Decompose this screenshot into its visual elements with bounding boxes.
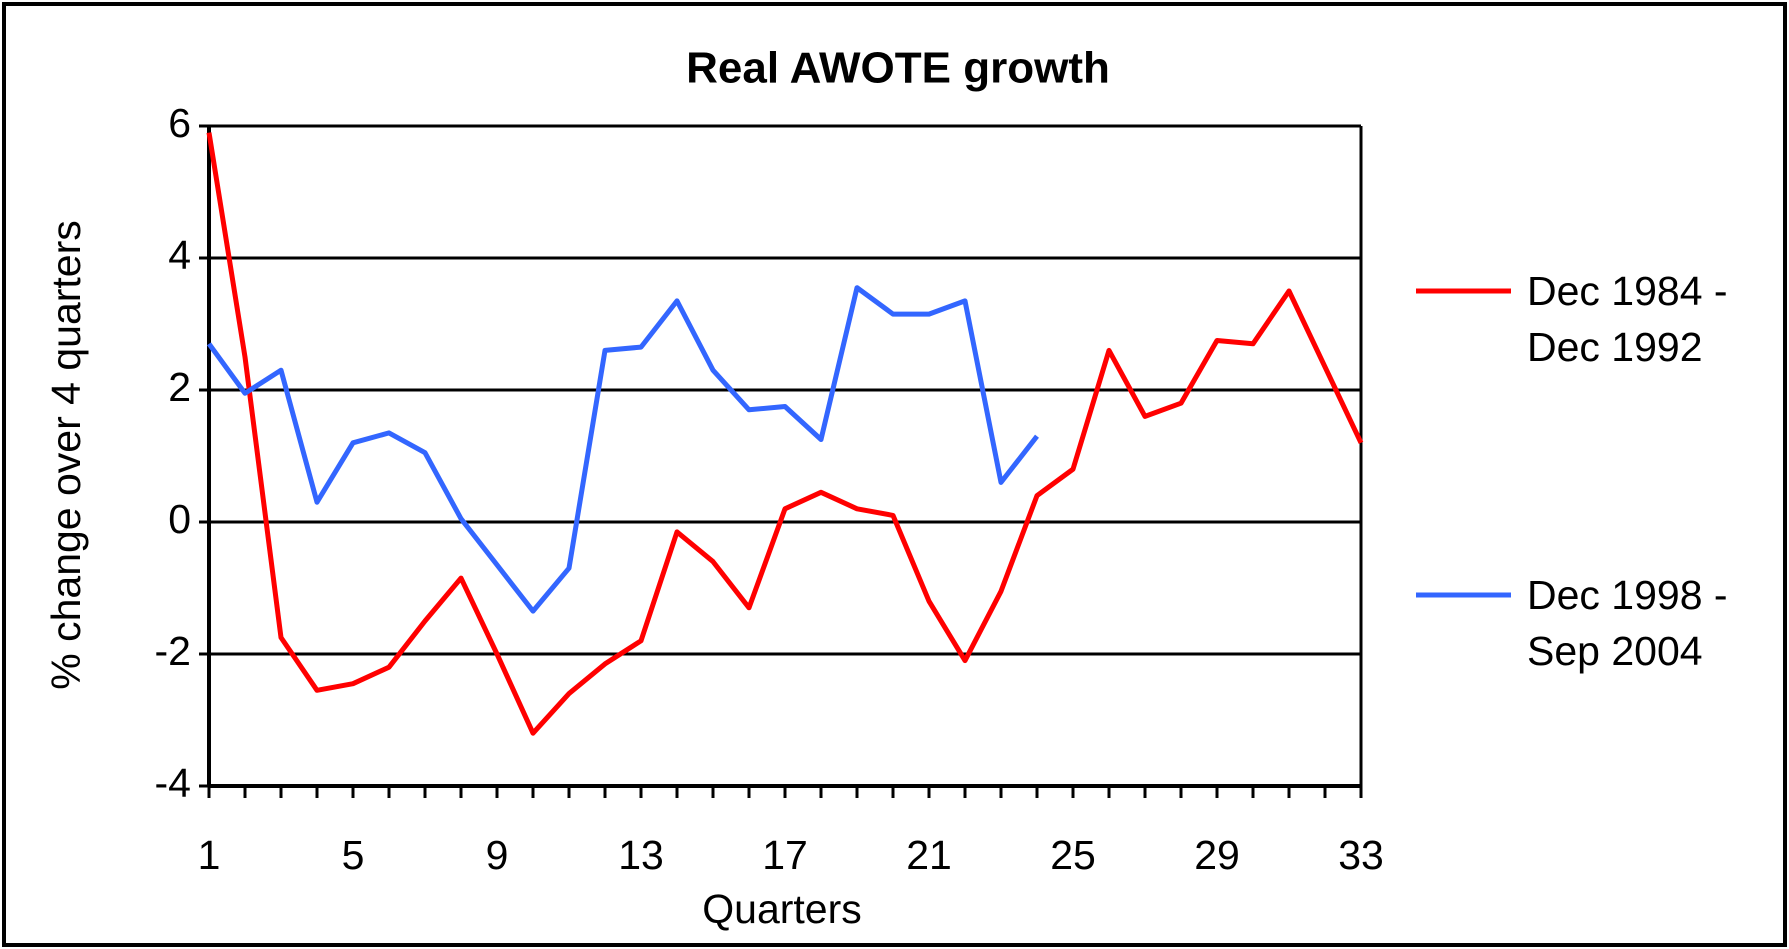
x-tick-label: 5 xyxy=(342,832,365,878)
y-tick-label: -4 xyxy=(155,760,191,806)
x-tick-label: 21 xyxy=(906,832,952,878)
legend-label: Dec 1984 - Dec 1992 xyxy=(1527,268,1728,370)
chart-title: Real AWOTE growth xyxy=(686,44,1110,93)
y-tick-label: -2 xyxy=(155,628,191,674)
y-tick-label: 0 xyxy=(168,496,191,542)
y-tick-label: 4 xyxy=(168,232,191,278)
x-tick-label: 29 xyxy=(1194,832,1240,878)
x-tick-label: 25 xyxy=(1050,832,1096,878)
y-tick-label: 2 xyxy=(168,364,191,410)
series-line xyxy=(206,285,1039,614)
x-tick-label: 9 xyxy=(486,832,509,878)
x-tick-label: 33 xyxy=(1338,832,1384,878)
y-tick-label: 6 xyxy=(168,100,191,146)
x-axis-title: Quarters xyxy=(702,886,862,932)
x-tick-label: 17 xyxy=(762,832,808,878)
series-line xyxy=(206,132,1364,736)
x-tick-label: 1 xyxy=(198,832,221,878)
x-tick-label: 13 xyxy=(618,832,664,878)
legend-label: Dec 1998 - Sep 2004 xyxy=(1527,572,1728,674)
y-axis-title: % change over 4 quarters xyxy=(43,220,89,690)
